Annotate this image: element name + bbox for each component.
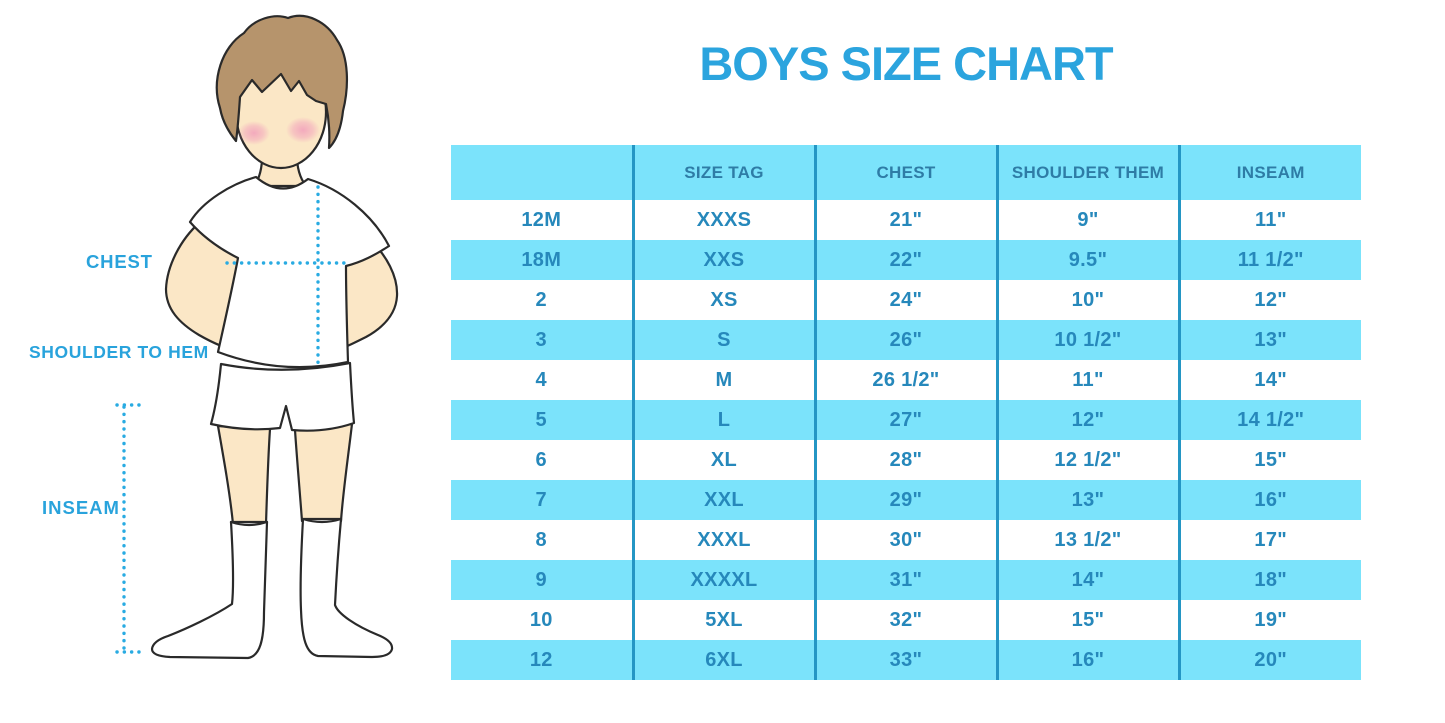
column-header: CHEST [813, 145, 997, 200]
value-cell: 29" [813, 480, 997, 520]
table-row: 4 M 26 1/2" 11" 14" [451, 360, 1361, 400]
chest-label: CHEST [86, 251, 153, 272]
value-cell: 13" [1177, 320, 1361, 360]
value-cell: 11 1/2" [1177, 240, 1361, 280]
value-cell: 11" [1177, 200, 1361, 240]
size-cell: 4 [535, 368, 547, 391]
column-header: SHOULDER THEM [995, 145, 1179, 200]
size-cell: 12 [529, 648, 553, 671]
boy-illustration [115, 14, 399, 660]
value-cell: 15" [1177, 440, 1361, 480]
value-cell: 33" [813, 640, 997, 680]
size-cell: 3 [535, 328, 547, 351]
value-cell: 17" [1177, 520, 1361, 560]
value-cell: XXXXL [631, 560, 815, 600]
table-row: 18M XXS 22" 9.5" 11 1/2" [451, 240, 1361, 280]
size-cell: 6 [535, 448, 547, 471]
column-header: SIZE TAG [631, 145, 815, 200]
value-cell: XXXS [631, 200, 815, 240]
value-cell: L [631, 400, 815, 440]
value-cell: S [631, 320, 815, 360]
value-cell: 13" [995, 480, 1179, 520]
value-cell: 26" [813, 320, 997, 360]
legs [216, 422, 354, 526]
value-cell: 30" [813, 520, 997, 560]
measurement-guides [115, 185, 348, 654]
size-cell: 9 [535, 568, 547, 591]
right-cheek [286, 117, 320, 143]
table-row: 12 6XL 33" 16" 20" [451, 640, 1361, 680]
size-cell: 5 [535, 408, 547, 431]
table-row: 7 XXL 29" 13" 16" [451, 480, 1361, 520]
value-cell: 28" [813, 440, 997, 480]
table-body: 12M XXXS 21" 9" 11" 18M XXS 22" 9.5" 11 1/2" 2 XS 24… [451, 200, 1361, 680]
value-cell: 5XL [631, 600, 815, 640]
size-cell: 8 [535, 528, 547, 551]
hair [215, 14, 349, 150]
page-title: BOYS SIZE CHART [699, 37, 1113, 90]
table-row: 2 XS 24" 10" 12" [451, 280, 1361, 320]
value-cell: 14" [995, 560, 1179, 600]
value-cell: 18" [1177, 560, 1361, 600]
size-cell: 12M [521, 208, 562, 231]
value-cell: 6XL [631, 640, 815, 680]
value-cell: XXS [631, 240, 815, 280]
size-cell: 10 [529, 608, 553, 631]
value-cell: 24" [813, 280, 997, 320]
value-cell: 16" [995, 640, 1179, 680]
value-cell: XS [631, 280, 815, 320]
value-cell: XXL [631, 480, 815, 520]
value-cell: 19" [1177, 600, 1361, 640]
value-cell: 12" [995, 400, 1179, 440]
socks [150, 517, 394, 660]
value-cell: 12 1/2" [995, 440, 1179, 480]
value-cell: 13 1/2" [995, 520, 1179, 560]
header-row: SIZE TAG CHEST SHOULDER THEM INSEAM [451, 145, 1361, 200]
value-cell: 14" [1177, 360, 1361, 400]
value-cell: 20" [1177, 640, 1361, 680]
size-cell: 2 [535, 288, 547, 311]
size-cell: 18M [521, 248, 562, 271]
left-cheek [238, 121, 270, 145]
column-header [451, 145, 633, 200]
value-cell: 11" [995, 360, 1179, 400]
table-row: 3 S 26" 10 1/2" 13" [451, 320, 1361, 360]
value-cell: XXXL [631, 520, 815, 560]
table-row: 8 XXXL 30" 13 1/2" 17" [451, 520, 1361, 560]
table-row: 6 XL 28" 12 1/2" 15" [451, 440, 1361, 480]
shoulder-to-hem-label: SHOULDER TO HEM [29, 342, 209, 362]
table-row: 10 5XL 32" 15" 19" [451, 600, 1361, 640]
tshirt [188, 175, 391, 369]
value-cell: 32" [813, 600, 997, 640]
value-cell: 14 1/2" [1177, 400, 1361, 440]
shorts [209, 361, 356, 432]
value-cell: 10 1/2" [995, 320, 1179, 360]
value-cell: 16" [1177, 480, 1361, 520]
value-cell: 26 1/2" [813, 360, 997, 400]
column-header: INSEAM [1177, 145, 1361, 200]
value-cell: 12" [1177, 280, 1361, 320]
value-cell: XL [631, 440, 815, 480]
value-cell: 10" [995, 280, 1179, 320]
table-row: 5 L 27" 12" 14 1/2" [451, 400, 1361, 440]
measurement-figure: CHEST SHOULDER TO HEM INSEAM [0, 0, 450, 723]
table-header: SIZE TAG CHEST SHOULDER THEM INSEAM [451, 145, 1361, 200]
value-cell: 27" [813, 400, 997, 440]
value-cell: M [631, 360, 815, 400]
table-row: 12M XXXS 21" 9" 11" [451, 200, 1361, 240]
size-cell: 7 [535, 488, 547, 511]
inseam-label: INSEAM [42, 497, 120, 518]
value-cell: 9" [995, 200, 1179, 240]
value-cell: 31" [813, 560, 997, 600]
value-cell: 22" [813, 240, 997, 280]
size-table: SIZE TAG CHEST SHOULDER THEM INSEAM 12M XXXS… [451, 145, 1361, 680]
value-cell: 21" [813, 200, 997, 240]
value-cell: 15" [995, 600, 1179, 640]
value-cell: 9.5" [995, 240, 1179, 280]
table-row: 9 XXXXL 31" 14" 18" [451, 560, 1361, 600]
